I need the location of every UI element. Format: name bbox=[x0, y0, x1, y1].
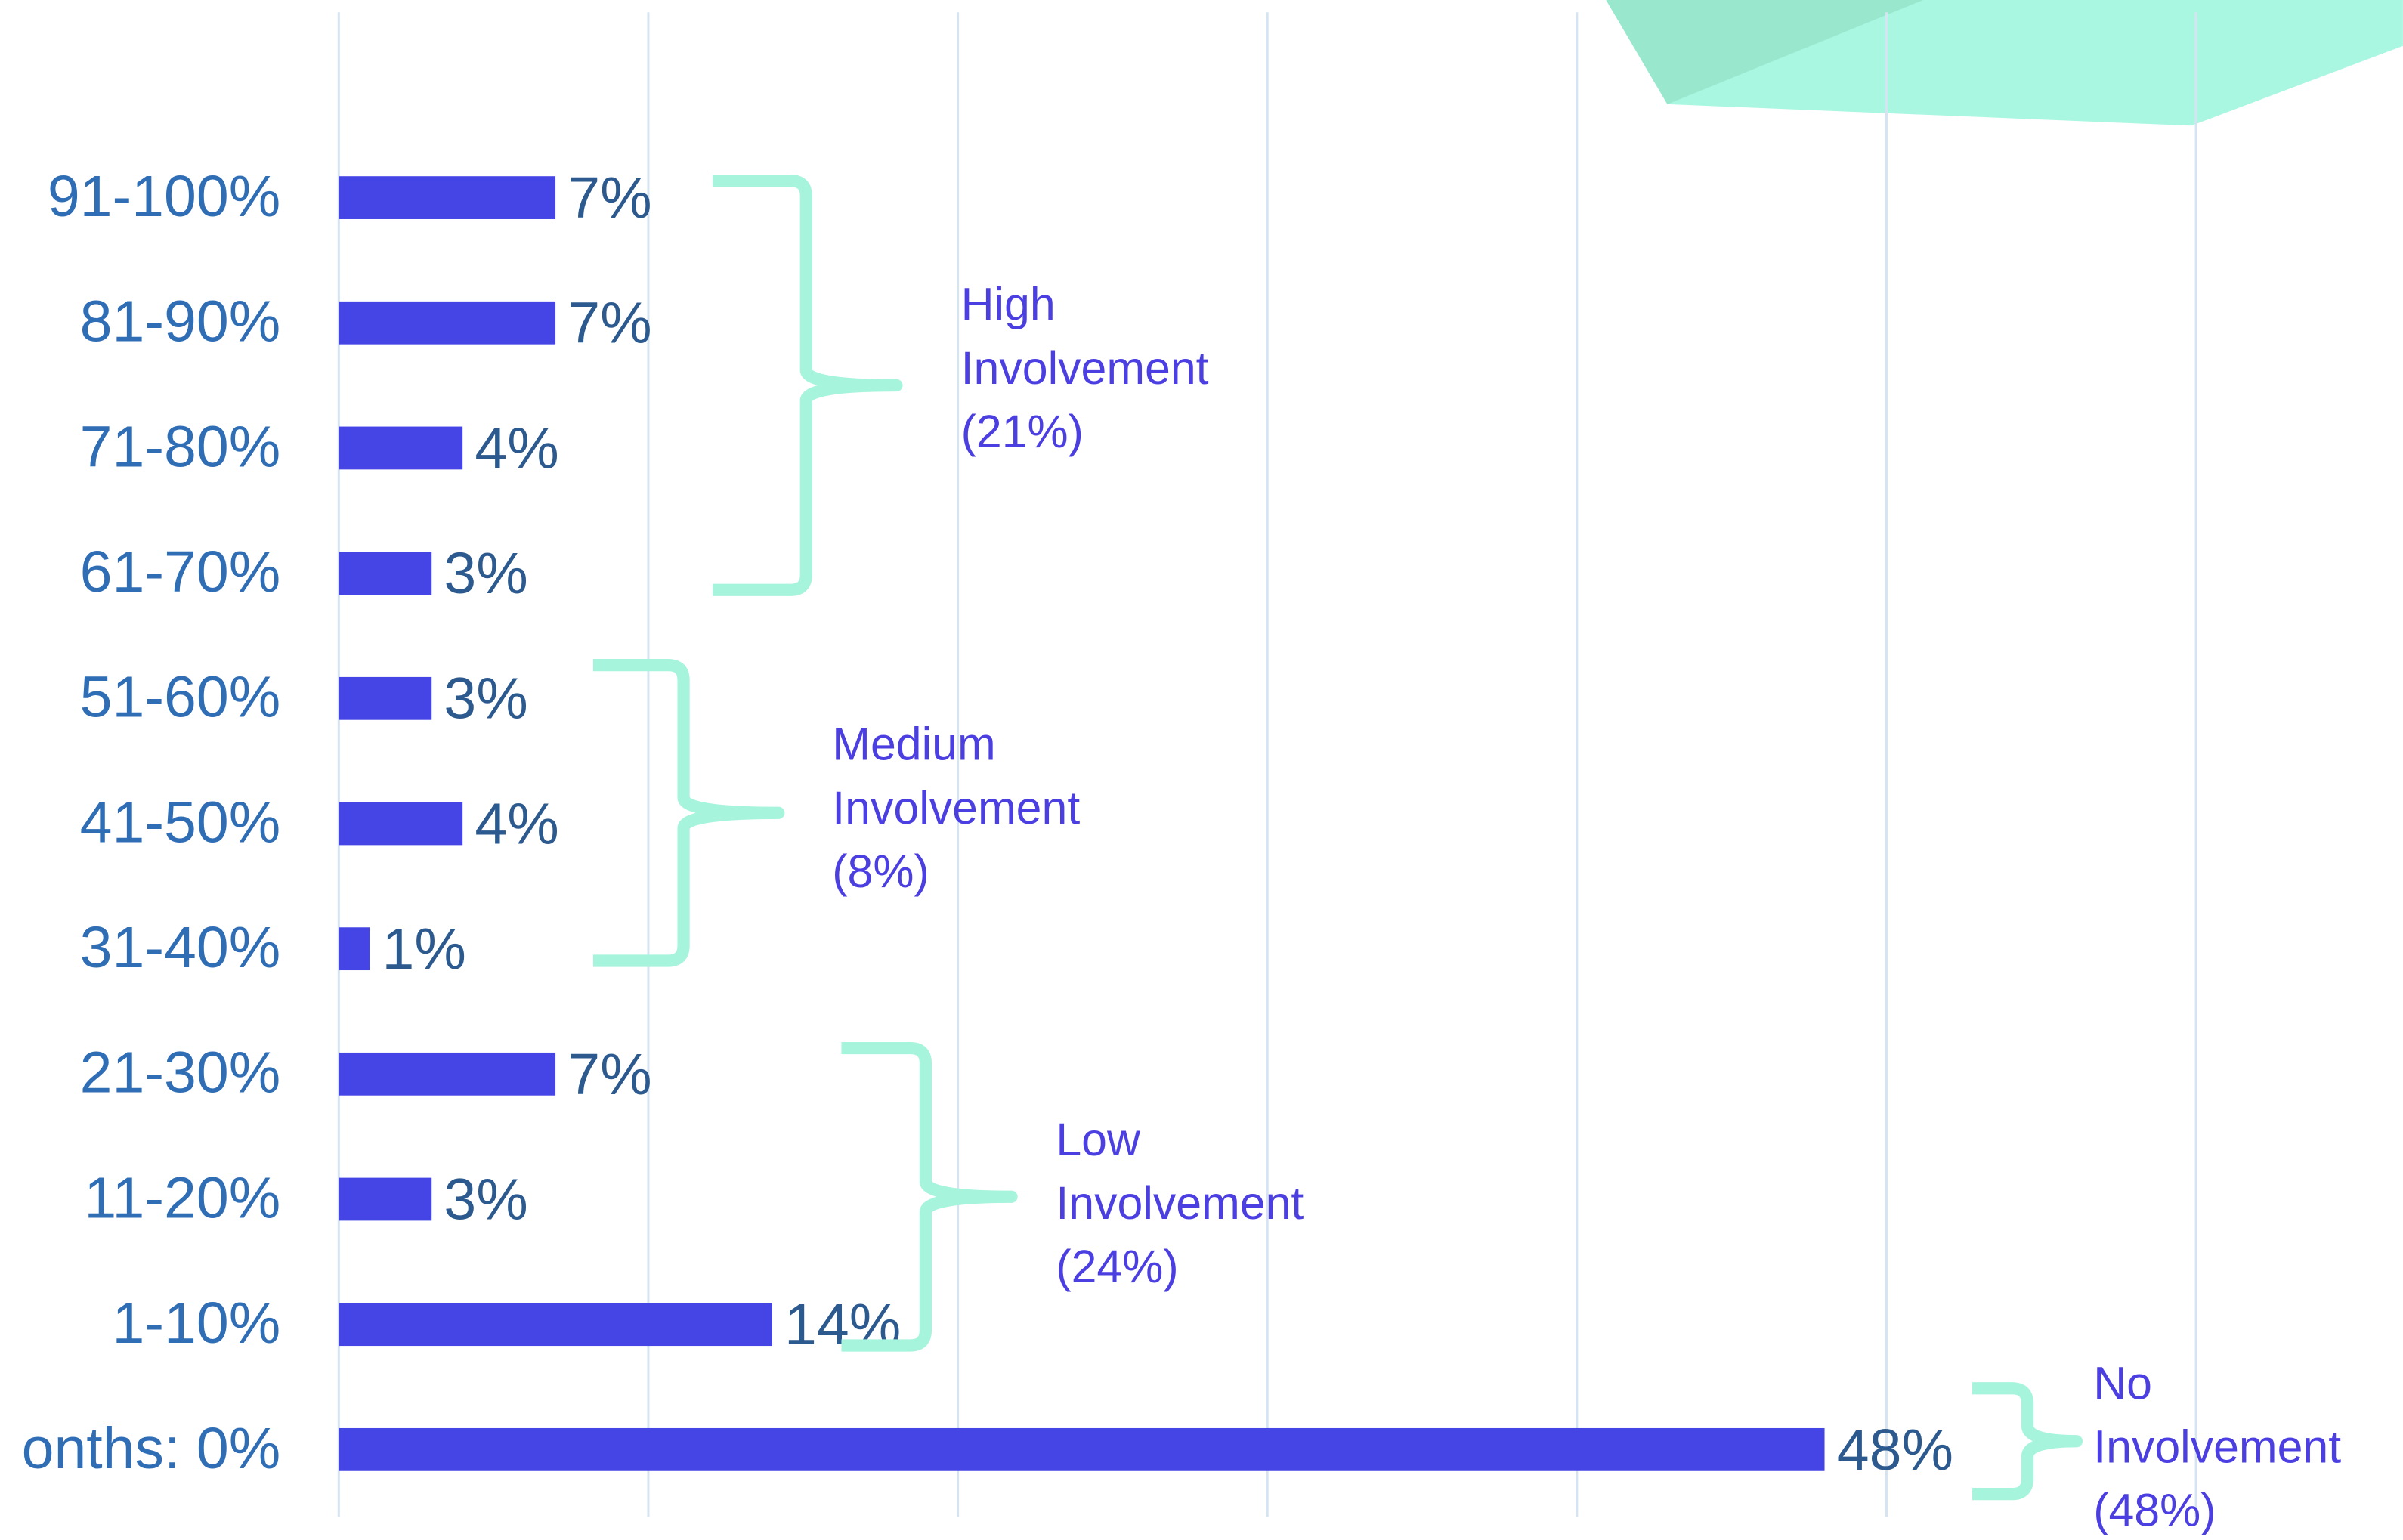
annotation: Involvement bbox=[961, 342, 1209, 394]
bar bbox=[339, 176, 556, 219]
y-tick-label: 71-80% bbox=[80, 414, 281, 479]
y-tick-label: onths: 0% bbox=[22, 1416, 281, 1481]
y-tick-label: 11-20% bbox=[84, 1165, 280, 1230]
y-tick-label: 31-40% bbox=[80, 915, 281, 980]
data-label: 7% bbox=[568, 291, 651, 356]
data-label: 3% bbox=[444, 541, 527, 606]
annotation: (24%) bbox=[1056, 1241, 1178, 1292]
bar bbox=[339, 927, 370, 971]
data-label: 1% bbox=[382, 917, 466, 982]
bracket bbox=[1972, 1382, 2083, 1501]
y-tick-label: 91-100% bbox=[48, 164, 280, 229]
data-label: 48% bbox=[1837, 1418, 1953, 1483]
bar bbox=[339, 676, 432, 720]
decoration bbox=[1606, 0, 1924, 104]
data-label: 4% bbox=[475, 791, 558, 856]
data-label: 7% bbox=[568, 165, 651, 230]
annotation: (8%) bbox=[832, 846, 929, 897]
data-label: 7% bbox=[568, 1042, 651, 1107]
annotation: No bbox=[2093, 1357, 2152, 1409]
y-tick-label: 41-50% bbox=[80, 790, 281, 855]
bar bbox=[339, 426, 463, 470]
annotation: Low bbox=[1056, 1114, 1141, 1165]
annotation: Medium bbox=[832, 719, 995, 770]
bar bbox=[339, 552, 432, 595]
y-tick-label: 61-70% bbox=[80, 540, 281, 605]
bar bbox=[339, 1052, 556, 1096]
bracket bbox=[592, 658, 785, 967]
bar bbox=[339, 301, 556, 345]
data-label: 4% bbox=[475, 416, 558, 481]
bar bbox=[339, 1303, 772, 1347]
annotation: Involvement bbox=[832, 782, 1080, 833]
data-label: 3% bbox=[444, 1167, 527, 1232]
y-tick-label: 21-30% bbox=[80, 1041, 281, 1106]
annotation: (48%) bbox=[2093, 1485, 2216, 1536]
bar bbox=[339, 1427, 1825, 1471]
y-tick-label: 1-10% bbox=[113, 1291, 281, 1356]
annotation: Involvement bbox=[1056, 1177, 1304, 1229]
bracket bbox=[713, 175, 903, 596]
bar bbox=[339, 1177, 432, 1221]
bar bbox=[339, 802, 463, 846]
y-tick-label: 81-90% bbox=[80, 289, 281, 354]
y-tick-label: 51-60% bbox=[80, 665, 281, 730]
annotation: High bbox=[961, 279, 1056, 330]
data-label: 3% bbox=[444, 666, 527, 731]
bracket bbox=[841, 1041, 1018, 1352]
annotation: Involvement bbox=[2093, 1421, 2341, 1472]
annotation: (21%) bbox=[961, 406, 1084, 457]
